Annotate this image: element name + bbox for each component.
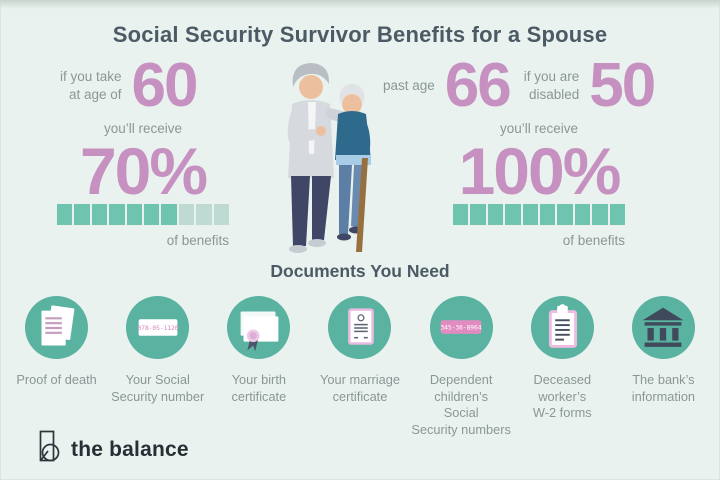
- benefit-bar-70: [57, 204, 230, 226]
- disabled-label: if you are disabled: [523, 69, 580, 102]
- age-66-value: 66: [444, 51, 512, 120]
- bar-square-filled: [91, 204, 108, 226]
- of-benefits-left: of benefits: [166, 233, 229, 249]
- document-item-2: 078-05-1120 Your Social Security number: [107, 296, 208, 439]
- document-label: Your marriage certificate: [320, 372, 400, 404]
- document-item-5: 345-36-8964 Dependent children’s Social …: [411, 296, 512, 439]
- woman-figure: [335, 84, 371, 252]
- receive-label-right: you’ll receive: [499, 120, 579, 136]
- document-item-3: Your birth certificate: [208, 296, 309, 439]
- bar-square-filled: [609, 204, 626, 226]
- bar-square-filled: [57, 204, 73, 226]
- bar-square-filled: [487, 204, 504, 226]
- stat-block-age-60: if you take at age of 60 you’ll receive …: [42, 51, 252, 250]
- age-66-row: past age 66 if you are disabled 50: [383, 51, 683, 120]
- document-label: Your Social Security number: [111, 372, 205, 404]
- benefit-bar-100: [453, 204, 626, 226]
- brand-footer: the balance: [36, 430, 189, 469]
- bar-square-empty: [178, 204, 195, 226]
- age-60-row: if you take at age of 60: [60, 51, 252, 120]
- bar-square-filled: [74, 204, 90, 226]
- bar-square-filled: [540, 204, 556, 226]
- bank-icon: [631, 296, 695, 359]
- receive-label-left: you’ll receive: [103, 120, 183, 136]
- top-edge-shading: [0, 0, 720, 9]
- bar-square-filled: [574, 204, 591, 226]
- document-label: Proof of death: [16, 372, 97, 387]
- percent-100: 100%: [458, 134, 622, 209]
- age-50-value: 50: [589, 51, 656, 120]
- w2-form-icon: [530, 296, 594, 359]
- documents-row: Proof of death 078-05-1120 Your Social S…: [6, 296, 714, 439]
- birth-certificate-icon: [227, 296, 291, 359]
- bar-square-empty: [213, 204, 230, 226]
- elderly-couple-illustration: [256, 56, 398, 264]
- document-label: Deceased worker’s W-2 forms: [532, 372, 592, 421]
- bar-square-filled: [557, 204, 573, 226]
- svg-text:345-36-8964: 345-36-8964: [441, 324, 482, 331]
- infographic-title: Social Security Survivor Benefits for a …: [112, 22, 608, 47]
- bar-square-filled: [144, 204, 160, 226]
- bar-square-filled: [161, 204, 177, 226]
- brand-name: the balance: [71, 437, 189, 461]
- age-60-label: if you take at age of: [60, 69, 122, 102]
- bar-square-filled: [109, 204, 125, 226]
- age-60-value: 60: [131, 51, 199, 120]
- bar-square-filled: [470, 204, 486, 226]
- stat-block-age-66: past age 66 if you are disabled 50 you’l…: [383, 51, 683, 250]
- death-certificate-icon: [25, 296, 89, 359]
- bar-square-filled: [453, 204, 469, 226]
- document-label: The bank’s information: [631, 372, 696, 404]
- bar-square-filled: [592, 204, 608, 226]
- svg-text:078-05-1120: 078-05-1120: [137, 324, 178, 331]
- bar-square-filled: [522, 204, 539, 226]
- ssn-card-icon: 078-05-1120: [126, 296, 190, 359]
- bar-square-filled: [126, 204, 143, 226]
- bar-square-empty: [196, 204, 212, 226]
- bar-square-filled: [505, 204, 521, 226]
- marriage-certificate-icon: [328, 296, 392, 359]
- document-label: Your birth certificate: [231, 372, 287, 404]
- children-ssn-icon: 345-36-8964: [429, 296, 493, 359]
- document-item-1: Proof of death: [6, 296, 107, 439]
- document-label: Dependent children’s Social Security num…: [411, 372, 511, 437]
- the-balance-logo-icon: [36, 430, 62, 469]
- percent-70: 70%: [79, 134, 208, 209]
- document-item-6: Deceased worker’s W-2 forms: [512, 296, 613, 439]
- document-item-4: Your marriage certificate: [309, 296, 410, 439]
- document-item-7: The bank’s information: [613, 296, 714, 439]
- past-age-label: past age: [383, 78, 435, 94]
- documents-heading: Documents You Need: [270, 261, 450, 281]
- of-benefits-right: of benefits: [562, 233, 625, 249]
